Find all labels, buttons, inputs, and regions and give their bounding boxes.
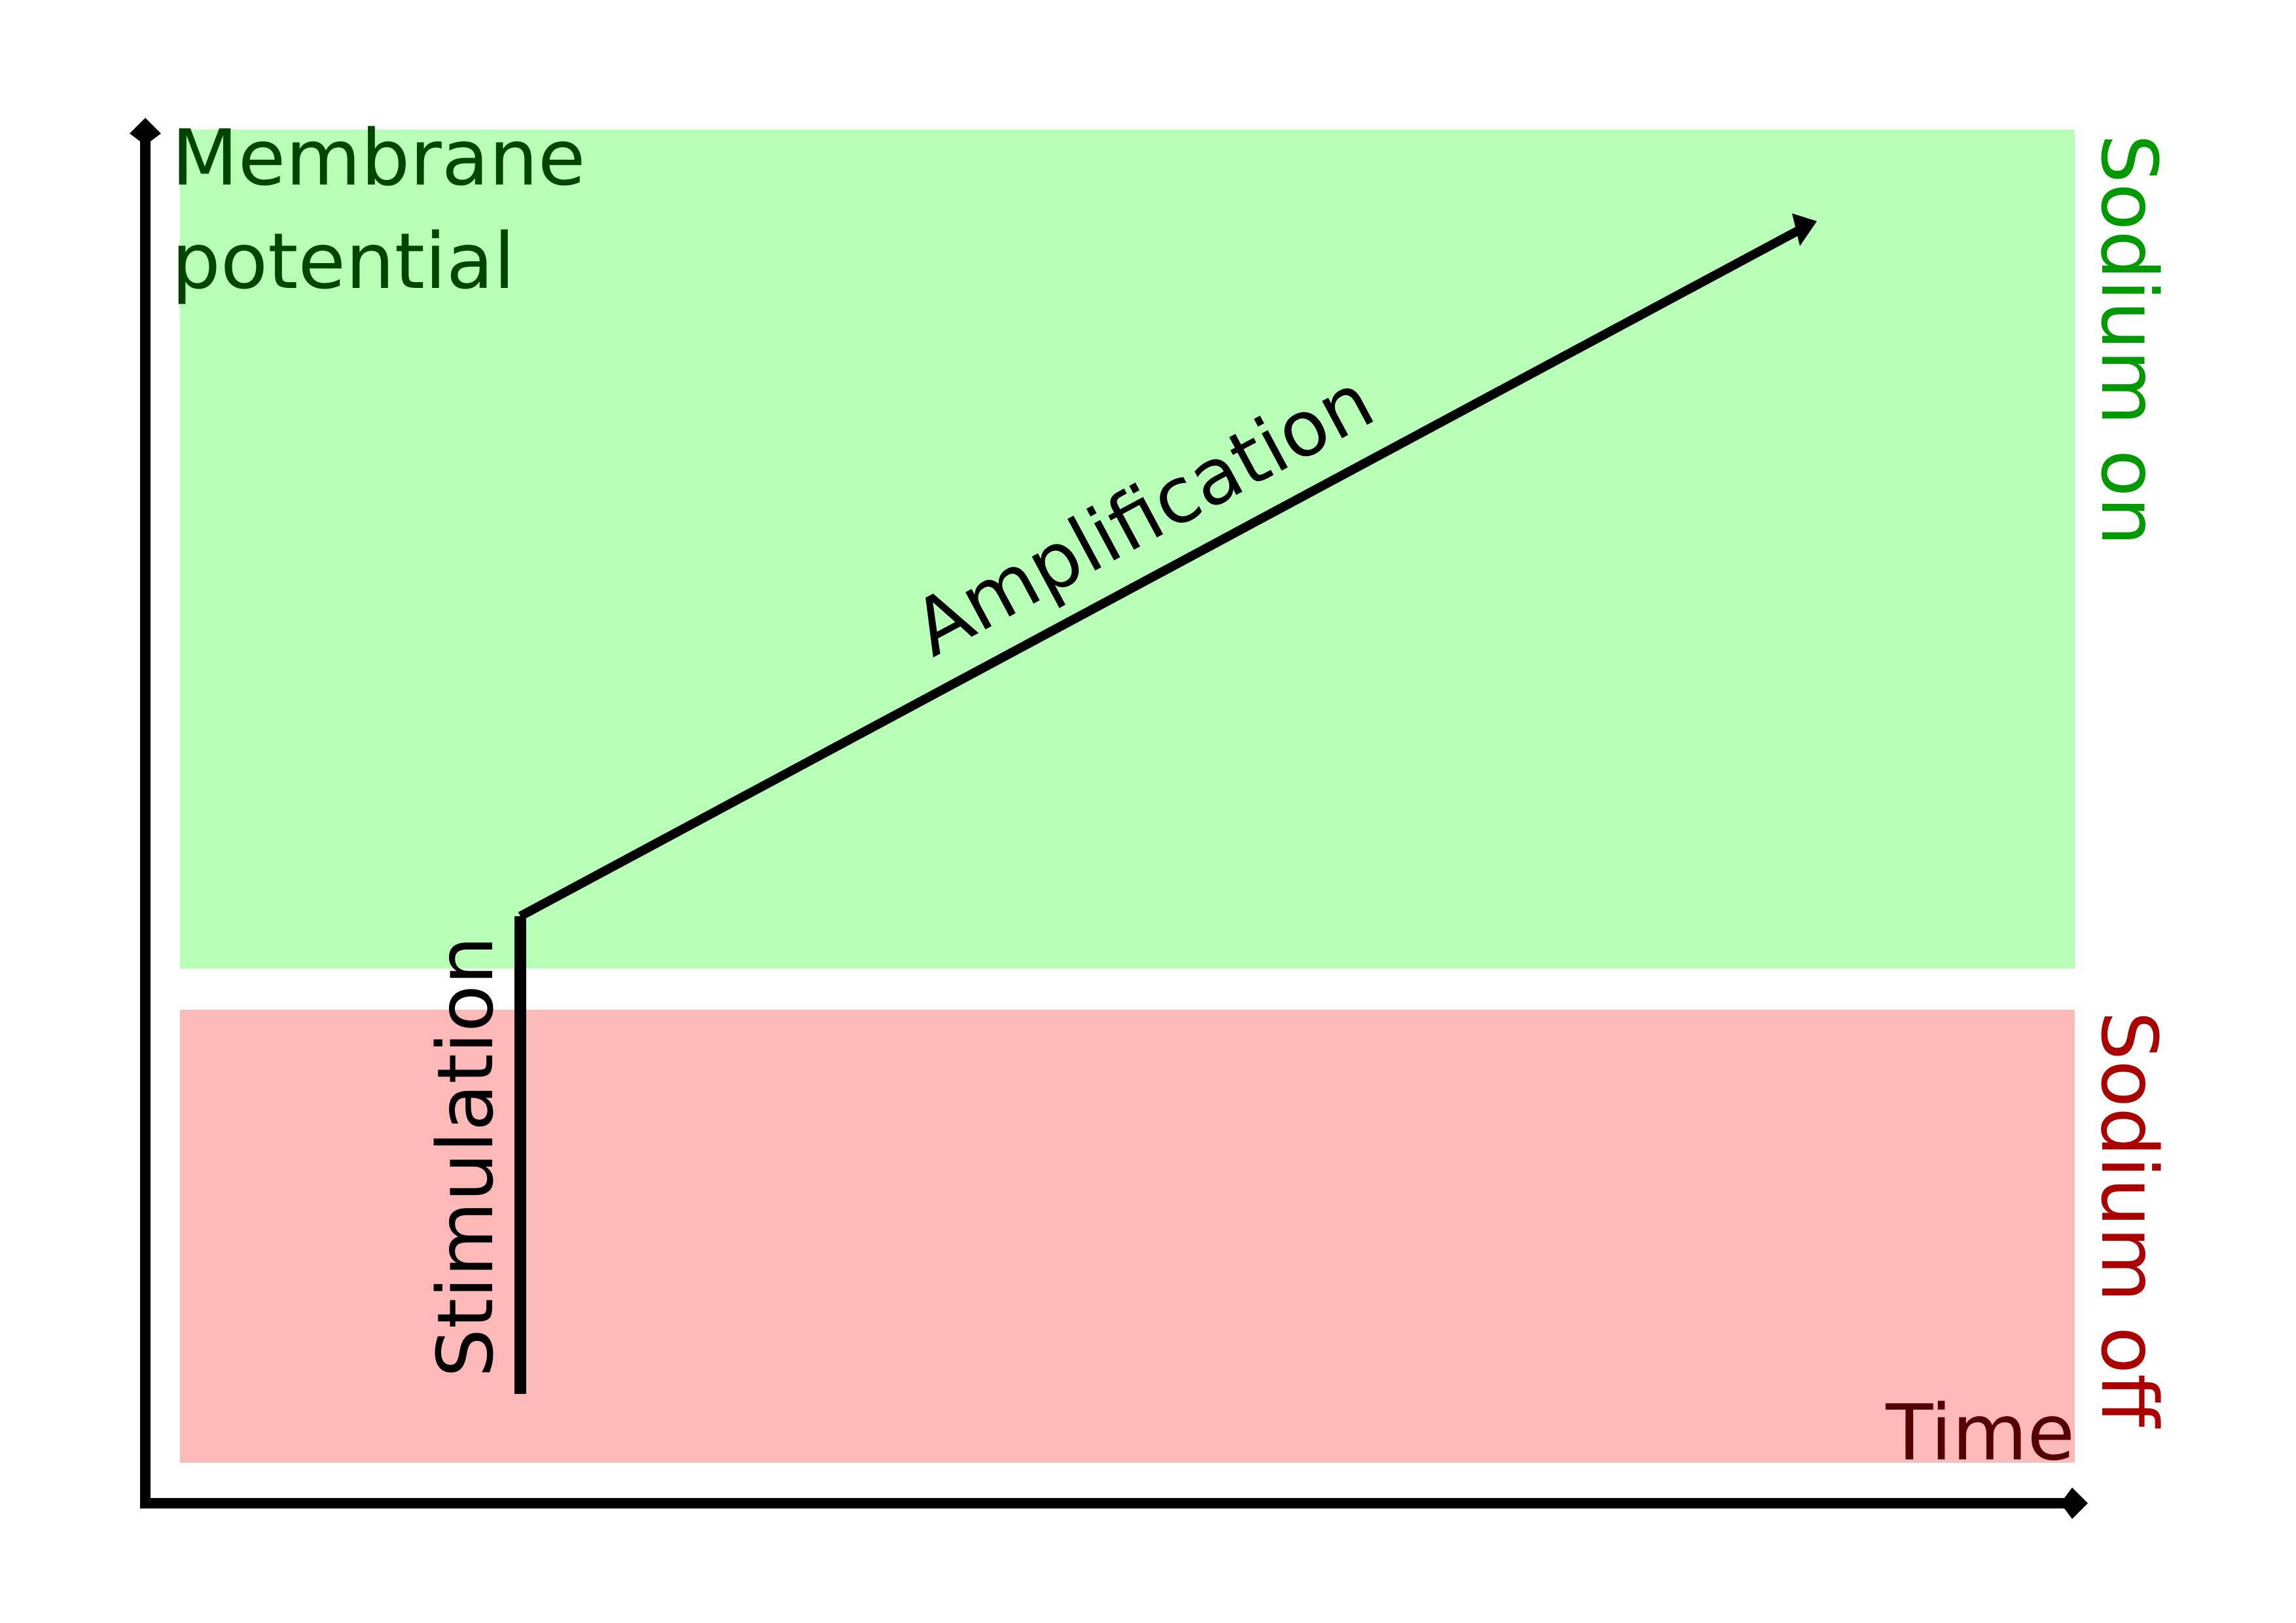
sodium-on-zone bbox=[180, 130, 2075, 969]
x-axis-arrowhead bbox=[2060, 1488, 2088, 1519]
y-axis-label-line1: Membrane bbox=[171, 113, 585, 203]
amplification-line bbox=[518, 226, 1801, 921]
x-axis-label: Time bbox=[1885, 1387, 2075, 1478]
amplification-arrowhead bbox=[1792, 213, 1817, 246]
sodium-on-label: Sodium on bbox=[2084, 134, 2174, 546]
stimulation-label: Stimulation bbox=[420, 936, 511, 1378]
y-axis-arrowhead bbox=[130, 118, 161, 145]
y-axis-label-line2: potential bbox=[171, 216, 515, 306]
sodium-off-label: Sodium off bbox=[2084, 1011, 2174, 1429]
sodium-off-zone bbox=[180, 1010, 2075, 1463]
